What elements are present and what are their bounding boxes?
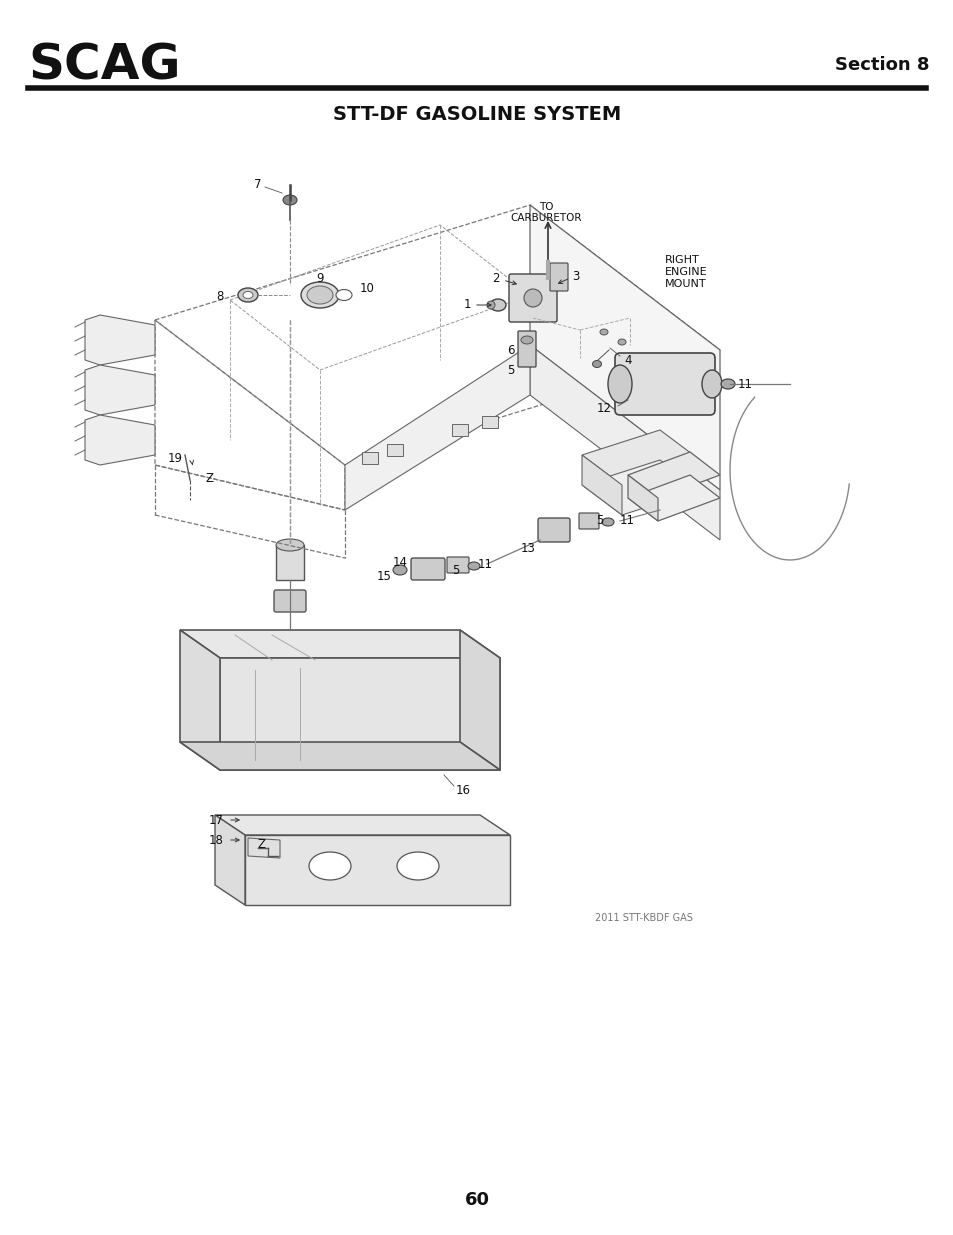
Text: 5: 5 bbox=[507, 363, 515, 377]
Ellipse shape bbox=[601, 517, 614, 526]
Ellipse shape bbox=[701, 370, 721, 398]
Polygon shape bbox=[581, 430, 700, 485]
Ellipse shape bbox=[237, 288, 257, 303]
Text: 16: 16 bbox=[456, 783, 471, 797]
Text: 6: 6 bbox=[507, 343, 515, 357]
Polygon shape bbox=[180, 742, 499, 769]
Polygon shape bbox=[581, 454, 621, 515]
Text: Section 8: Section 8 bbox=[835, 56, 929, 74]
FancyBboxPatch shape bbox=[517, 331, 536, 367]
Polygon shape bbox=[452, 424, 468, 436]
Ellipse shape bbox=[468, 562, 479, 571]
Ellipse shape bbox=[396, 852, 438, 881]
Ellipse shape bbox=[520, 336, 533, 345]
Ellipse shape bbox=[486, 301, 495, 309]
Polygon shape bbox=[245, 835, 510, 905]
Text: Z: Z bbox=[206, 472, 213, 484]
Text: 2: 2 bbox=[492, 272, 499, 284]
FancyBboxPatch shape bbox=[411, 558, 444, 580]
Text: 5: 5 bbox=[596, 514, 602, 526]
Polygon shape bbox=[85, 366, 154, 415]
Text: MOUNT: MOUNT bbox=[664, 279, 706, 289]
FancyBboxPatch shape bbox=[615, 353, 714, 415]
FancyBboxPatch shape bbox=[274, 590, 306, 613]
Polygon shape bbox=[387, 445, 402, 456]
FancyBboxPatch shape bbox=[447, 557, 469, 573]
Text: 11: 11 bbox=[477, 557, 493, 571]
Text: 60: 60 bbox=[464, 1191, 489, 1209]
Polygon shape bbox=[361, 452, 377, 464]
Polygon shape bbox=[581, 459, 700, 515]
Polygon shape bbox=[248, 839, 280, 858]
Polygon shape bbox=[345, 345, 530, 510]
Polygon shape bbox=[481, 416, 497, 429]
Text: 4: 4 bbox=[623, 353, 631, 367]
Polygon shape bbox=[180, 630, 499, 658]
Text: CARBURETOR: CARBURETOR bbox=[510, 212, 581, 224]
Polygon shape bbox=[627, 452, 720, 498]
Polygon shape bbox=[180, 630, 220, 769]
Text: ENGINE: ENGINE bbox=[664, 267, 707, 277]
FancyBboxPatch shape bbox=[578, 513, 598, 529]
FancyBboxPatch shape bbox=[537, 517, 569, 542]
FancyBboxPatch shape bbox=[509, 274, 557, 322]
Ellipse shape bbox=[490, 299, 505, 311]
Text: 3: 3 bbox=[572, 269, 578, 283]
Ellipse shape bbox=[592, 361, 601, 368]
Text: 7: 7 bbox=[254, 179, 262, 191]
Polygon shape bbox=[220, 658, 499, 769]
Text: 9: 9 bbox=[315, 272, 323, 284]
Polygon shape bbox=[530, 345, 720, 540]
FancyBboxPatch shape bbox=[550, 263, 567, 291]
Text: 18: 18 bbox=[209, 834, 224, 846]
Polygon shape bbox=[627, 475, 720, 521]
Polygon shape bbox=[214, 815, 245, 905]
Ellipse shape bbox=[275, 538, 304, 551]
Ellipse shape bbox=[618, 338, 625, 345]
Ellipse shape bbox=[523, 289, 541, 308]
Text: RIGHT: RIGHT bbox=[664, 254, 699, 266]
Text: 2011 STT-KBDF GAS: 2011 STT-KBDF GAS bbox=[595, 913, 692, 923]
Text: 19: 19 bbox=[168, 452, 183, 464]
Ellipse shape bbox=[309, 852, 351, 881]
Text: STT-DF GASOLINE SYSTEM: STT-DF GASOLINE SYSTEM bbox=[333, 105, 620, 125]
Ellipse shape bbox=[599, 329, 607, 335]
Ellipse shape bbox=[301, 282, 338, 308]
Text: 5: 5 bbox=[452, 563, 459, 577]
Polygon shape bbox=[627, 475, 658, 521]
Text: 13: 13 bbox=[520, 541, 536, 555]
Text: 17: 17 bbox=[209, 814, 224, 826]
Ellipse shape bbox=[607, 366, 631, 403]
Text: 11: 11 bbox=[619, 514, 635, 526]
Ellipse shape bbox=[393, 564, 407, 576]
Polygon shape bbox=[459, 630, 499, 769]
Ellipse shape bbox=[307, 287, 333, 304]
Polygon shape bbox=[275, 545, 304, 580]
Text: 1: 1 bbox=[463, 299, 471, 311]
Polygon shape bbox=[214, 815, 510, 835]
Text: Z: Z bbox=[257, 839, 266, 851]
Text: 8: 8 bbox=[216, 289, 224, 303]
Text: SCAG: SCAG bbox=[28, 41, 180, 89]
Polygon shape bbox=[85, 415, 154, 466]
Polygon shape bbox=[530, 205, 720, 490]
Text: 10: 10 bbox=[359, 282, 375, 294]
Text: TO: TO bbox=[538, 203, 553, 212]
Text: 11: 11 bbox=[738, 378, 752, 390]
Ellipse shape bbox=[720, 379, 734, 389]
Text: 12: 12 bbox=[597, 401, 612, 415]
Ellipse shape bbox=[283, 195, 296, 205]
Polygon shape bbox=[85, 315, 154, 366]
Ellipse shape bbox=[335, 289, 352, 300]
Ellipse shape bbox=[243, 291, 253, 299]
Text: 15: 15 bbox=[376, 569, 392, 583]
Text: 14: 14 bbox=[393, 556, 408, 568]
